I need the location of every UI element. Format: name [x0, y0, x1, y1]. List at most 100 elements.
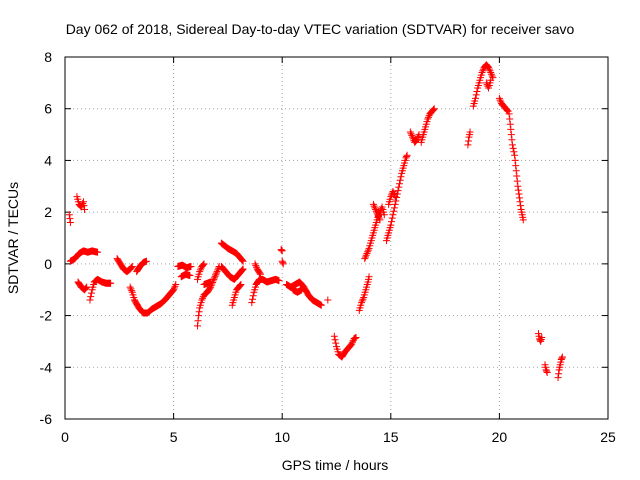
data-point: [239, 265, 247, 273]
data-point: [198, 296, 206, 304]
data-point: [376, 216, 384, 224]
data-point: [554, 374, 562, 382]
data-point: [543, 368, 551, 376]
y-tick-label: 8: [44, 49, 52, 65]
data-point: [187, 262, 195, 270]
y-tick-label: -6: [40, 411, 53, 427]
x-tick-label: 20: [492, 429, 508, 445]
data-point: [256, 269, 264, 277]
data-point: [275, 277, 283, 285]
data-point: [473, 87, 481, 95]
data-point: [213, 268, 221, 276]
x-axis-label: GPS time / hours: [282, 457, 389, 473]
data-point: [81, 285, 89, 293]
x-tick-label: 5: [170, 429, 178, 445]
data-point: [409, 133, 417, 141]
data-point: [211, 272, 219, 280]
data-point: [238, 266, 246, 274]
data-point: [487, 69, 495, 77]
data-point: [478, 69, 486, 77]
data-point: [207, 278, 215, 286]
y-tick-label: 4: [44, 152, 52, 168]
data-point: [214, 266, 222, 274]
data-point: [200, 260, 208, 268]
data-point: [429, 106, 437, 114]
data-point: [414, 132, 422, 140]
data-point: [107, 279, 115, 287]
data-point: [503, 106, 511, 114]
data-point: [324, 296, 332, 304]
data-point: [332, 339, 340, 347]
data-point: [251, 260, 259, 268]
data-point: [364, 246, 372, 254]
data-point: [195, 308, 203, 316]
data-point: [172, 281, 180, 289]
data-point: [538, 334, 546, 342]
data-point: [512, 162, 520, 170]
data-point: [543, 367, 551, 375]
data-point: [391, 193, 399, 201]
data-point: [170, 284, 178, 292]
data-point: [196, 268, 204, 276]
data-point: [513, 177, 521, 185]
data-point: [509, 144, 517, 152]
data-point: [348, 340, 356, 348]
data-point: [390, 204, 398, 212]
data-point: [387, 221, 395, 229]
data-point: [126, 283, 134, 291]
data-point: [372, 206, 380, 214]
data-point: [238, 267, 246, 275]
data-point: [408, 131, 416, 139]
data-point: [330, 332, 338, 340]
data-point: [362, 251, 370, 259]
data-point: [394, 187, 402, 195]
data-point: [371, 204, 379, 212]
data-point: [464, 141, 472, 149]
data-point: [238, 256, 246, 264]
data-point: [361, 255, 369, 263]
data-point: [487, 70, 495, 78]
data-point: [194, 317, 202, 325]
data-point: [171, 282, 179, 290]
data-point: [517, 202, 525, 210]
data-point: [94, 248, 102, 256]
data-point: [374, 212, 382, 220]
data-point: [511, 151, 519, 159]
data-point: [507, 125, 515, 133]
data-point: [170, 286, 178, 294]
data-point: [128, 263, 136, 271]
data-point: [87, 289, 95, 297]
data-point: [486, 67, 494, 75]
data-point: [488, 72, 496, 80]
data-point: [487, 76, 495, 84]
data-point: [558, 353, 566, 361]
data-point: [128, 262, 136, 270]
data-point: [464, 137, 472, 145]
data-point: [397, 173, 405, 181]
data-point: [555, 370, 563, 378]
data-point: [249, 295, 257, 303]
data-point: [249, 292, 257, 300]
data-point: [395, 180, 403, 188]
data-point: [558, 354, 566, 362]
data-point: [513, 172, 521, 180]
data-point: [186, 271, 194, 279]
data-point: [430, 105, 438, 113]
data-point: [390, 191, 398, 199]
data-point: [511, 156, 519, 164]
data-point: [430, 106, 438, 114]
data-point: [235, 282, 243, 290]
data-point: [396, 176, 404, 184]
data-point: [373, 209, 381, 217]
data-point: [424, 115, 432, 123]
data-point: [210, 274, 218, 282]
data-point: [374, 211, 382, 219]
data-point: [389, 211, 397, 219]
data-point: [388, 214, 396, 222]
data-point: [407, 130, 415, 138]
x-tick-label: 10: [274, 429, 290, 445]
data-point: [506, 115, 514, 123]
data-point: [403, 153, 411, 161]
data-point: [519, 216, 527, 224]
data-point: [392, 197, 400, 205]
